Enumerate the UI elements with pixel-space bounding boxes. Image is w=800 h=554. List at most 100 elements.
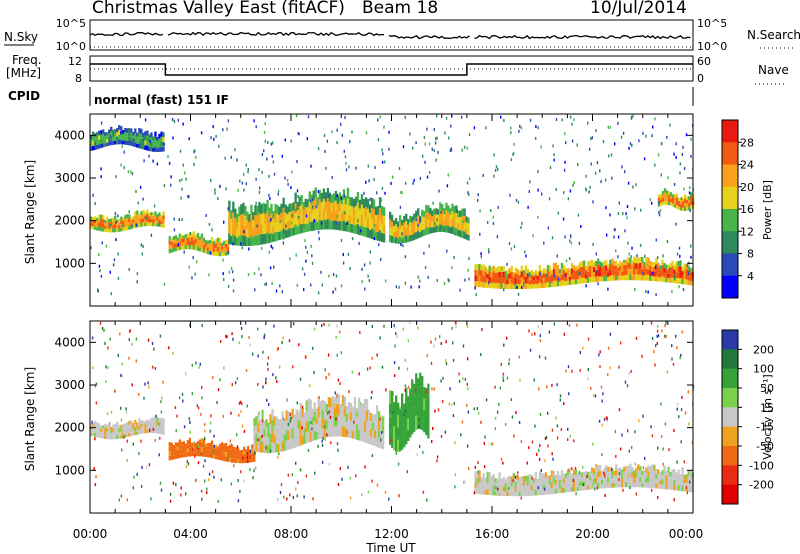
power-data-cell (663, 188, 667, 193)
power-data-cell (122, 137, 125, 141)
velocity-data-cell (415, 373, 418, 388)
power-data-cell (383, 207, 386, 216)
power-noise-point (171, 117, 174, 121)
velocity-data-cell (210, 453, 214, 459)
power-data-cell (282, 207, 285, 219)
velocity-data-cell (405, 401, 408, 417)
power-data-cell (399, 222, 402, 230)
power-data-cell (665, 194, 669, 198)
velocity-data-cell (351, 430, 355, 439)
velocity-data-cell (327, 427, 330, 437)
velocity-noise-point (201, 386, 203, 389)
velocity-data-cell (363, 409, 367, 421)
power-data-cell (158, 216, 161, 220)
velocity-noise-point (563, 332, 566, 336)
power-data-cell (318, 189, 321, 200)
power-noise-point (100, 139, 103, 143)
power-data-cell (445, 217, 448, 225)
velocity-noise-point (257, 327, 259, 331)
power-noise-point (98, 264, 101, 268)
velocity-data-cell (239, 459, 242, 464)
power-data-cell (256, 215, 259, 226)
velocity-y-axis-label: Slant Range [km] (23, 367, 37, 471)
power-data-cell (146, 209, 149, 214)
power-data-cell (407, 230, 410, 237)
power-colorbar-swatch (722, 164, 738, 188)
velocity-data-cell (134, 427, 137, 432)
power-data-cell (180, 242, 183, 246)
velocity-data-cell (251, 444, 254, 449)
velocity-noise-point (551, 452, 553, 456)
power-data-cell (484, 266, 487, 272)
power-data-cell (562, 264, 566, 271)
power-data-cell (376, 206, 380, 215)
velocity-data-cell (152, 425, 155, 430)
power-data-cell (312, 210, 315, 221)
velocity-data-cell (409, 388, 412, 401)
velocity-noise-point (197, 461, 200, 465)
velocity-data-cell (651, 464, 654, 471)
velocity-data-cell (343, 406, 347, 417)
power-noise-point (571, 122, 573, 126)
power-data-cell (409, 235, 412, 242)
velocity-data-cell (116, 426, 119, 431)
velocity-noise-point (404, 409, 407, 413)
power-data-cell (256, 235, 259, 246)
power-data-cell (138, 220, 141, 224)
velocity-data-cell (500, 491, 503, 496)
power-data-cell (106, 216, 109, 221)
velocity-noise-point (174, 406, 177, 410)
velocity-noise-point (500, 362, 502, 366)
power-data-cell (419, 221, 422, 227)
velocity-data-cell (112, 424, 115, 429)
velocity-data-cell (552, 482, 556, 489)
velocity-data-cell (251, 457, 254, 463)
velocity-data-cell (233, 458, 236, 463)
power-data-cell (576, 274, 580, 280)
power-data-cell (685, 279, 688, 285)
velocity-data-cell (548, 480, 552, 485)
power-noise-point (659, 208, 662, 212)
power-data-cell (322, 209, 325, 220)
chart-title: Christmas Valley East (fitACF) (92, 0, 345, 18)
velocity-data-cell (204, 443, 208, 447)
velocity-noise-point (340, 351, 343, 355)
velocity-data-cell (176, 450, 179, 455)
velocity-data-cell (289, 421, 292, 431)
velocity-data-cell (391, 433, 394, 448)
velocity-data-cell (190, 452, 194, 457)
velocity-noise-point (176, 414, 178, 418)
velocity-data-cell (190, 446, 194, 450)
power-noise-point (296, 160, 298, 163)
power-noise-point (225, 187, 227, 191)
power-data-cell (234, 236, 237, 246)
velocity-noise-point (339, 330, 341, 334)
velocity-noise-point (672, 362, 675, 366)
power-noise-point (289, 257, 291, 261)
power-data-cell (318, 219, 321, 230)
freq-label-2: [MHz] (6, 66, 41, 80)
power-data-cell (484, 277, 487, 283)
power-noise-point (565, 141, 567, 145)
velocity-noise-point (627, 429, 629, 433)
power-noise-point (114, 211, 117, 215)
velocity-data-cell (267, 437, 270, 446)
power-data-cell (631, 275, 634, 281)
velocity-data-cell (126, 429, 129, 434)
velocity-data-cell (267, 430, 270, 438)
velocity-colorbar-swatch (722, 330, 738, 350)
velocity-data-cell (415, 387, 418, 402)
power-data-cell (240, 204, 243, 215)
velocity-noise-point (208, 472, 211, 476)
power-data-cell (625, 264, 628, 270)
velocity-noise-point (467, 387, 469, 391)
velocity-data-cell (233, 451, 236, 455)
velocity-data-cell (287, 430, 290, 441)
velocity-noise-point (665, 335, 667, 338)
power-data-cell (146, 130, 149, 136)
power-data-cell (514, 278, 517, 284)
power-data-cell (134, 128, 137, 134)
power-colorbar-tick-label: 16 (740, 203, 754, 216)
power-data-cell (338, 211, 341, 221)
